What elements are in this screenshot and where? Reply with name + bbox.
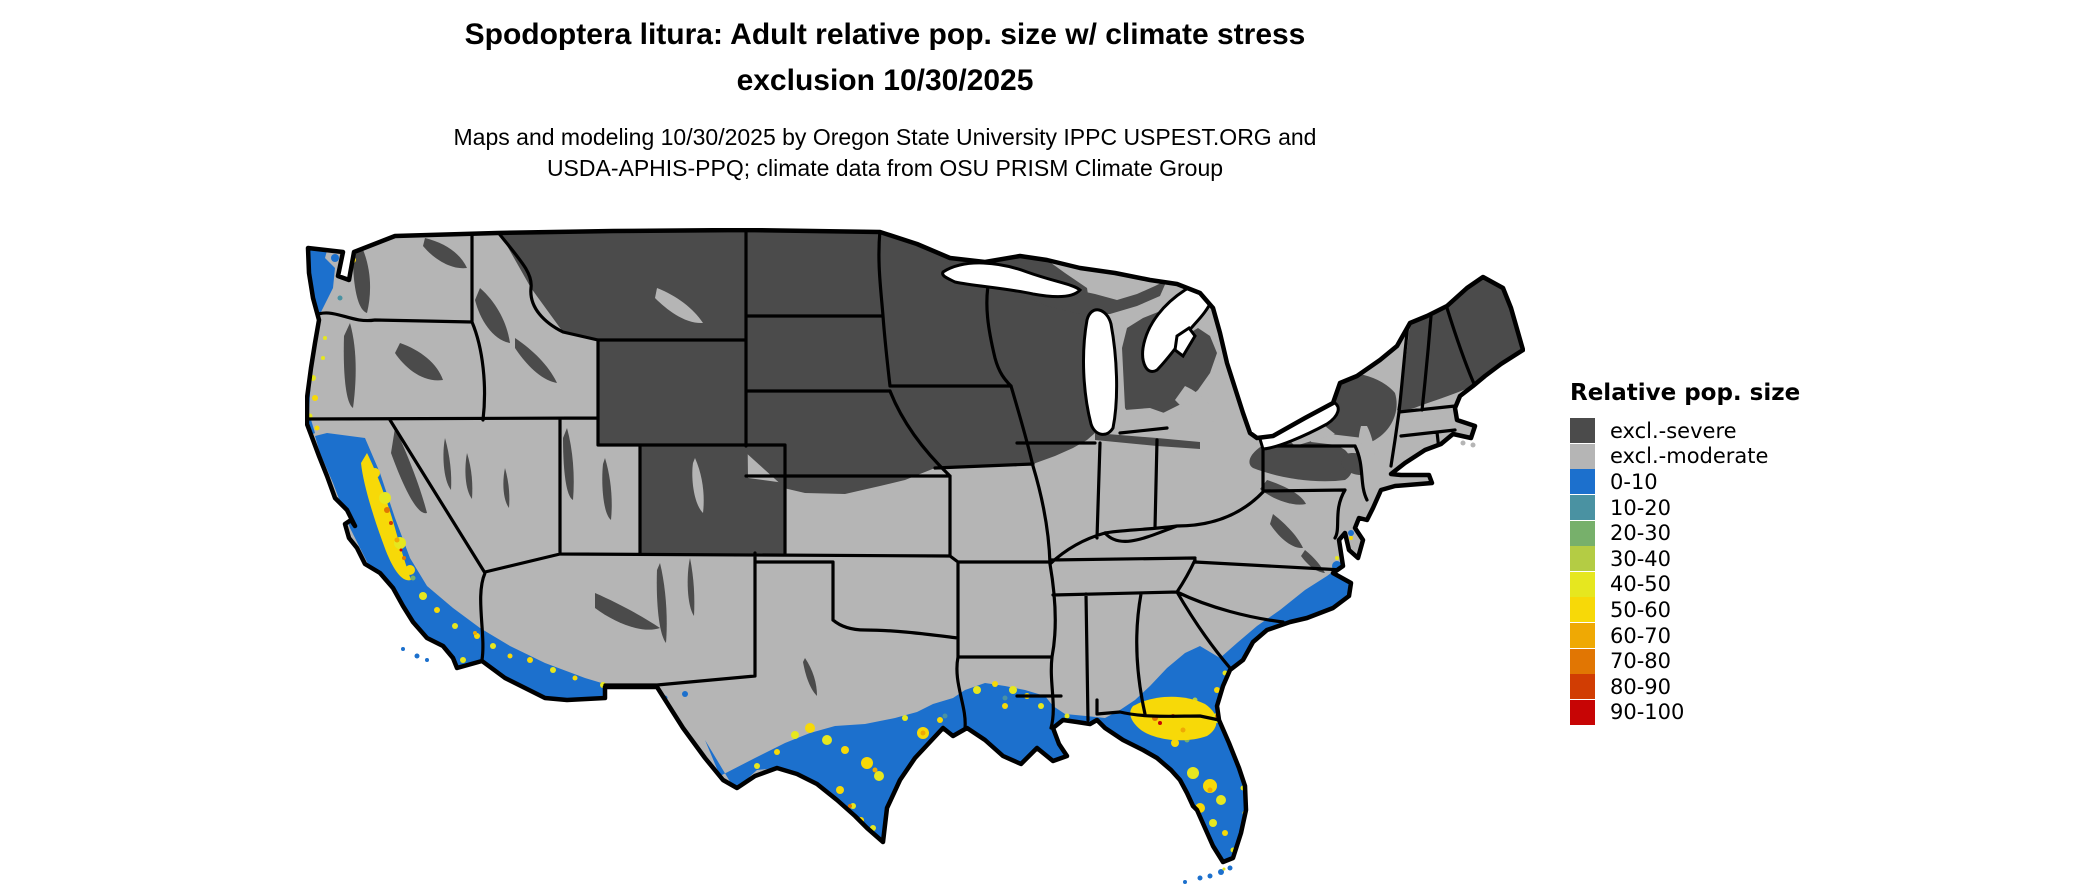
legend-swatch	[1570, 443, 1595, 469]
legend-item: 10-20	[1570, 495, 1830, 521]
legend-swatch	[1570, 571, 1595, 597]
legend-item: 50-60	[1570, 597, 1830, 623]
islands	[401, 440, 1476, 884]
legend-item: 20-30	[1570, 520, 1830, 546]
pop-60-100-specks	[384, 507, 1219, 808]
subtitle-line-2: USDA-APHIS-PPQ; climate data from OSU PR…	[546, 155, 1224, 181]
legend-label: 40-50	[1610, 572, 1672, 597]
saginaw-bay	[1173, 325, 1197, 359]
legend-item: 80-90	[1570, 674, 1830, 700]
legend-item: excl.-severe	[1570, 418, 1830, 444]
lake-michigan	[1082, 308, 1119, 436]
legend-item: 40-50	[1570, 571, 1830, 598]
legend-swatch	[1570, 597, 1595, 623]
title-line-1: Spodoptera litura: Adult relative pop. s…	[464, 18, 1306, 51]
legend-item: 90-100	[1570, 699, 1830, 726]
legend-swatch	[1570, 648, 1595, 674]
subtitle-line-1: Maps and modeling 10/30/2025 by Oregon S…	[453, 124, 1317, 150]
legend-label: 70-80	[1610, 649, 1672, 674]
us-map-svg	[305, 228, 1525, 884]
legend-label: 50-60	[1610, 597, 1672, 622]
legend-item: 30-40	[1570, 546, 1830, 572]
lake-huron	[1141, 282, 1216, 373]
legend-label: 90-100	[1610, 700, 1685, 725]
legend-label: 30-40	[1610, 546, 1672, 571]
figure-title: Spodoptera litura: Adult relative pop. s…	[285, 12, 1485, 104]
legend-swatch	[1570, 418, 1595, 444]
legend-swatch	[1570, 495, 1595, 521]
legend-items: excl.-severe excl.-moderate 0-10 10-20 20-30…	[1570, 418, 1830, 725]
legend-swatch	[1570, 469, 1595, 495]
legend-label: excl.-severe	[1610, 418, 1737, 443]
legend-label: 0-10	[1610, 469, 1658, 494]
legend-swatch	[1570, 546, 1595, 572]
title-line-2: exclusion 10/30/2025	[736, 64, 1034, 97]
state-borders	[307, 230, 1477, 730]
legend-label: 10-20	[1610, 495, 1672, 520]
legend-item: 60-70	[1570, 623, 1830, 649]
legend-label: 60-70	[1610, 623, 1672, 648]
map-legend: Relative pop. size excl.-severe excl.-mod…	[1570, 380, 1830, 725]
legend-swatch	[1570, 623, 1595, 649]
legend-swatch	[1570, 699, 1595, 725]
legend-label: 20-30	[1610, 521, 1672, 546]
legend-swatch	[1570, 674, 1595, 700]
legend-label: excl.-moderate	[1610, 444, 1769, 469]
legend-swatch	[1570, 520, 1595, 546]
legend-item: 70-80	[1570, 648, 1830, 674]
us-conus-map	[305, 228, 1525, 888]
legend-label: 80-90	[1610, 674, 1672, 699]
legend-item: 0-10	[1570, 469, 1830, 495]
figure-subtitle: Maps and modeling 10/30/2025 by Oregon S…	[285, 122, 1485, 184]
legend-item: excl.-moderate	[1570, 443, 1830, 470]
lake-superior	[941, 261, 1083, 299]
moderate-overlays	[655, 288, 1375, 513]
legend-title: Relative pop. size	[1570, 380, 1801, 406]
